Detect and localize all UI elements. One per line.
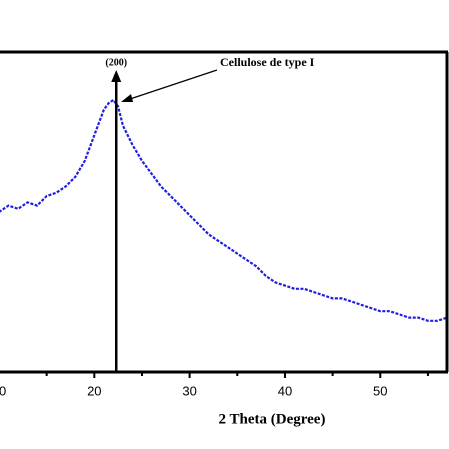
x-axis-label: 2 Theta (Degree) — [219, 411, 326, 427]
x-tick-label: 50 — [373, 383, 387, 398]
annotation-label: Cellulose de type I — [220, 55, 315, 69]
x-tick-label: 30 — [182, 383, 196, 398]
data-line — [0, 98, 448, 322]
annotation-arrowhead — [121, 94, 133, 102]
peak-arrowhead — [111, 70, 122, 82]
peak-label: (200) — [105, 57, 127, 68]
x-tick-label: 20 — [87, 383, 101, 398]
x-tick-label: 10 — [0, 383, 6, 398]
annotation-arrow — [129, 69, 218, 100]
x-tick-label: 40 — [278, 383, 292, 398]
